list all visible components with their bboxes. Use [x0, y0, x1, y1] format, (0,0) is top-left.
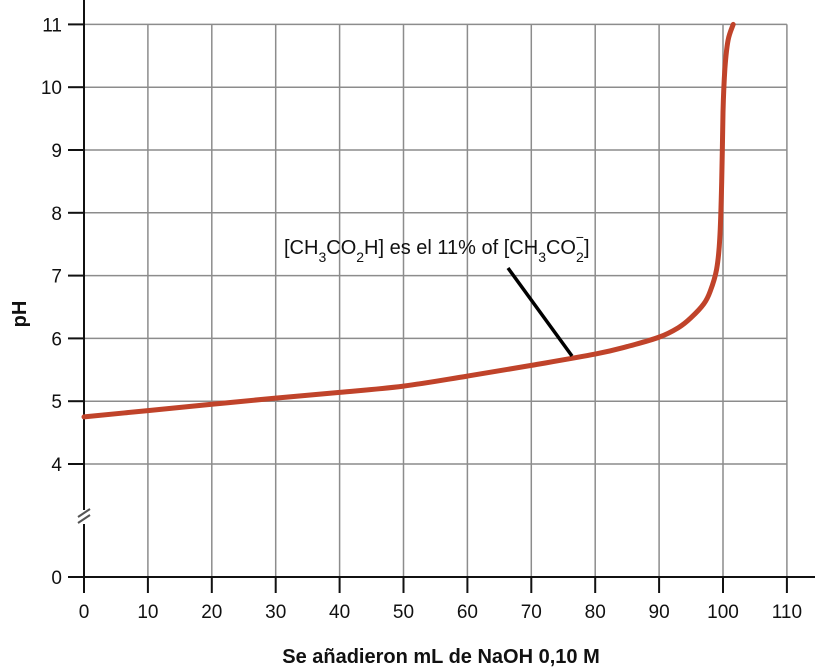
y-tick-label: 10 — [41, 78, 62, 99]
x-tick-label: 40 — [329, 602, 350, 623]
x-tick-label: 50 — [393, 602, 414, 623]
x-axis-title: Se añadieron mL de NaOH 0,10 M — [282, 646, 600, 668]
y-tick-label: 4 — [51, 455, 62, 476]
y-tick-label: 6 — [51, 329, 62, 350]
x-tick-label: 20 — [201, 602, 222, 623]
y-tick-label: 11 — [42, 15, 62, 36]
x-tick-label: 0 — [79, 602, 90, 623]
titration-curve — [81, 21, 736, 420]
x-tick-label: 110 — [772, 602, 802, 623]
annotation-label: [CH3CO2H] es el 11% of [CH3CO2−] — [284, 229, 590, 265]
axis-break-icon — [77, 508, 91, 524]
x-tick-label: 10 — [137, 602, 158, 623]
axes — [68, 0, 815, 590]
y-tick-label: 0 — [51, 568, 62, 589]
y-tick-label: 5 — [51, 392, 62, 413]
grid-lines — [84, 23, 788, 577]
y-axis-title: pH — [9, 301, 31, 328]
y-tick-label: 7 — [51, 267, 62, 288]
x-tick-label: 100 — [707, 602, 739, 623]
x-tick-label: 70 — [521, 602, 542, 623]
y-tick-label: 8 — [51, 204, 62, 225]
annotation-pointer-line — [506, 266, 574, 358]
x-tick-label: 90 — [649, 602, 670, 623]
axis-ticks — [68, 23, 788, 593]
x-tick-label: 80 — [585, 602, 606, 623]
tick-labels: 0 10 20 30 40 50 60 70 80 90 100 110 0 4 5 6 7 8 9 10 11 — [41, 15, 802, 623]
x-tick-label: 60 — [457, 602, 478, 623]
y-tick-label: 9 — [51, 141, 62, 162]
x-tick-label: 30 — [265, 602, 286, 623]
